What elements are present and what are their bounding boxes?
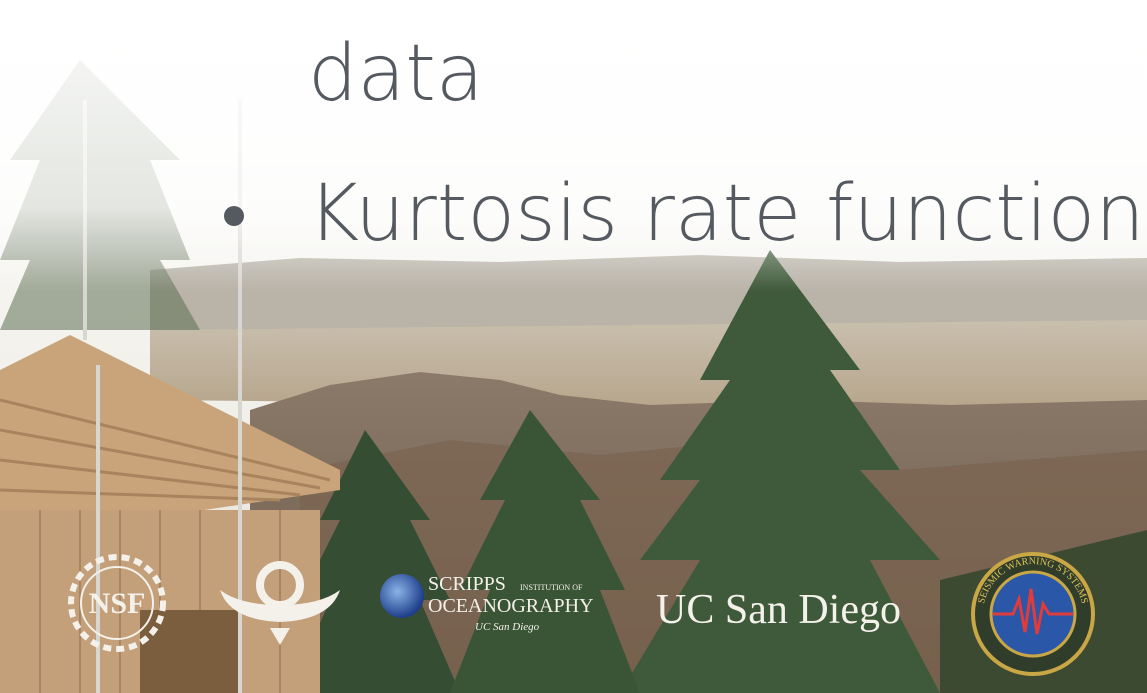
ucsd-logo: UC San Diego [656, 587, 901, 633]
scripps-name: SCRIPPS [428, 573, 506, 595]
scripps-oceanography: OCEANOGRAPHY [428, 595, 594, 617]
scripps-institution: INSTITUTION OF [520, 583, 583, 592]
nsf-label: NSF [89, 587, 146, 620]
page: data Kurtosis rate function NSF SCRIPPS I… [0, 0, 1147, 693]
seismic-logo: SEISMIC WARNING SYSTEMS [973, 554, 1093, 674]
slide-line: data [308, 29, 484, 119]
slide: data Kurtosis rate function NSF SCRIPPS I… [0, 0, 1147, 693]
bullet [224, 206, 244, 226]
scripps-ucsd: UC San Diego [475, 621, 540, 633]
slide-line: Kurtosis rate function [308, 169, 1145, 259]
